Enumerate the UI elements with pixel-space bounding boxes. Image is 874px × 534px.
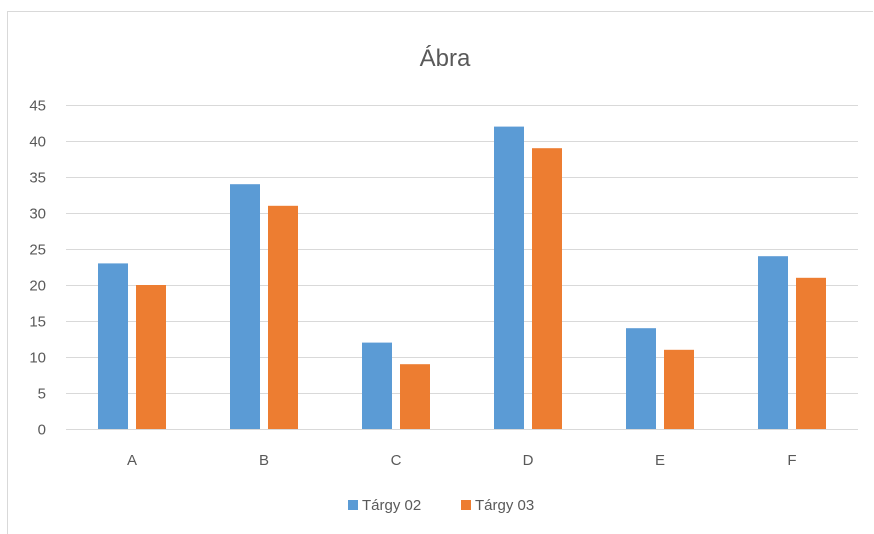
bar-e-series-2 [664, 349, 694, 429]
y-tick-label: 45 [29, 98, 46, 115]
legend-swatch [461, 500, 471, 510]
bar-d-series-1 [494, 126, 524, 429]
y-axis-ticks: 0 5 10 15 20 25 30 35 40 45 [29, 98, 46, 439]
y-tick-label: 20 [29, 278, 46, 295]
bar-a-series-1 [98, 263, 128, 429]
y-tick-label: 10 [29, 350, 46, 367]
bar-c-series-2 [400, 364, 430, 429]
bar-c-series-1 [362, 342, 392, 429]
x-axis-ticks: A B C D E F [127, 452, 797, 469]
legend-swatch [348, 500, 358, 510]
bars [98, 126, 826, 429]
legend: Tárgy 02 Tárgy 03 [348, 497, 534, 514]
y-tick-label: 30 [29, 206, 46, 223]
gridlines [66, 105, 858, 430]
y-tick-label: 25 [29, 242, 46, 259]
y-tick-label: 5 [38, 386, 46, 403]
y-tick-label: 35 [29, 170, 46, 187]
chart-title: Ábra [420, 45, 471, 72]
y-tick-label: 15 [29, 314, 46, 331]
bar-f-series-2 [796, 277, 826, 429]
bar-e-series-1 [626, 328, 656, 429]
bar-a-series-2 [136, 285, 166, 429]
chart-frame [7, 11, 873, 534]
legend-label: Tárgy 03 [475, 497, 534, 514]
bar-f-series-1 [758, 256, 788, 429]
x-tick-label: A [127, 452, 137, 469]
bar-b-series-2 [268, 205, 298, 429]
legend-label: Tárgy 02 [362, 497, 421, 514]
x-tick-label: C [391, 452, 402, 469]
x-tick-label: B [259, 452, 269, 469]
y-tick-label: 0 [38, 422, 46, 439]
x-tick-label: D [523, 452, 534, 469]
x-tick-label: E [655, 452, 665, 469]
bar-b-series-1 [230, 184, 260, 429]
bar-d-series-2 [532, 148, 562, 429]
y-tick-label: 40 [29, 134, 46, 151]
x-tick-label: F [787, 452, 796, 469]
